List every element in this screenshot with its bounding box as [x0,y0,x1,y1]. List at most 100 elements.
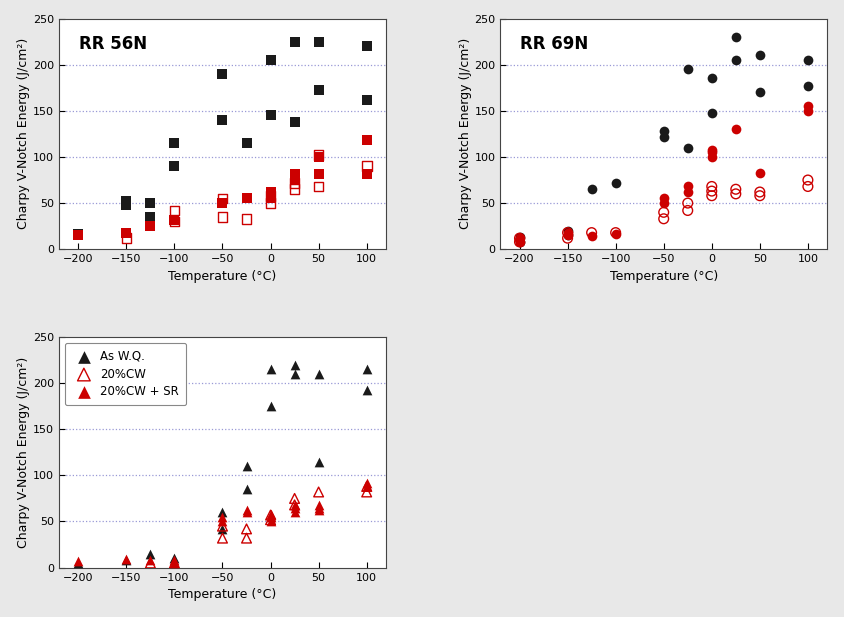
Point [585,228,598,238]
Point [216,194,230,204]
Point [264,194,278,204]
Point [143,198,157,208]
Point [681,181,695,191]
Point [705,186,718,196]
Point [120,196,133,206]
Point [288,168,301,178]
Point [72,557,85,566]
Point [312,369,326,379]
Point [216,533,230,543]
Point [360,135,373,145]
Point [360,478,373,487]
Point [312,36,326,46]
X-axis label: Temperature (°C): Temperature (°C) [168,588,277,601]
Point [143,212,157,222]
Point [513,233,527,243]
Point [312,168,326,178]
X-axis label: Temperature (°C): Temperature (°C) [609,270,718,283]
Point [143,555,157,565]
Point [360,481,373,491]
Point [288,369,301,379]
Point [729,55,743,65]
Y-axis label: Charpy V-Notch Energy (J/cm²): Charpy V-Notch Energy (J/cm²) [458,38,472,230]
Point [360,41,373,51]
Point [120,200,133,210]
Point [705,181,718,191]
Point [681,198,695,208]
Point [216,198,230,208]
Point [657,214,670,224]
Point [560,226,574,236]
Point [312,152,326,162]
Point [216,115,230,125]
Point [120,228,133,238]
Point [513,233,527,243]
Point [264,191,278,201]
Point [585,184,598,194]
Point [729,189,743,199]
Point [264,401,278,411]
Point [705,144,718,154]
Point [240,484,253,494]
Point [801,181,814,191]
Point [264,515,278,524]
Legend: As W.Q., 20%CW, 20%CW + SR: As W.Q., 20%CW, 20%CW + SR [65,343,187,405]
Point [609,229,622,239]
Point [705,191,718,201]
Point [360,161,373,171]
Text: RR 56N: RR 56N [78,35,147,52]
Point [753,168,766,178]
Point [216,521,230,531]
Point [143,222,157,231]
Point [513,233,527,242]
Point [681,187,695,197]
Point [288,500,301,510]
Point [264,510,278,520]
Point [240,524,253,534]
Point [801,101,814,111]
Point [609,228,622,238]
Point [729,32,743,42]
Point [288,175,301,185]
Point [216,69,230,79]
Point [216,507,230,517]
Point [168,138,181,148]
Point [240,505,253,515]
Point [360,364,373,374]
Point [168,558,181,568]
Point [753,187,766,197]
Point [168,205,181,215]
Point [288,184,301,194]
Point [657,131,670,141]
Point [288,494,301,503]
Point [168,553,181,563]
Point [360,386,373,395]
Point [168,558,181,568]
Point [288,178,301,188]
Point [801,81,814,91]
Point [681,64,695,74]
Point [705,147,718,157]
Point [240,533,253,543]
Point [312,500,326,510]
Point [753,191,766,201]
Point [168,215,181,225]
Point [801,175,814,185]
Point [753,88,766,97]
Point [753,51,766,60]
Point [657,126,670,136]
Point [72,230,85,239]
Point [312,85,326,94]
Y-axis label: Charpy V-Notch Energy (J/cm²): Charpy V-Notch Energy (J/cm²) [18,38,30,230]
Point [729,124,743,134]
Point [560,228,574,238]
Point [312,150,326,160]
Point [288,507,301,517]
Y-axis label: Charpy V-Notch Energy (J/cm²): Charpy V-Notch Energy (J/cm²) [18,357,30,548]
Point [120,555,133,565]
Point [264,509,278,519]
Point [705,152,718,162]
Point [288,36,301,46]
Point [312,457,326,466]
Point [168,217,181,226]
